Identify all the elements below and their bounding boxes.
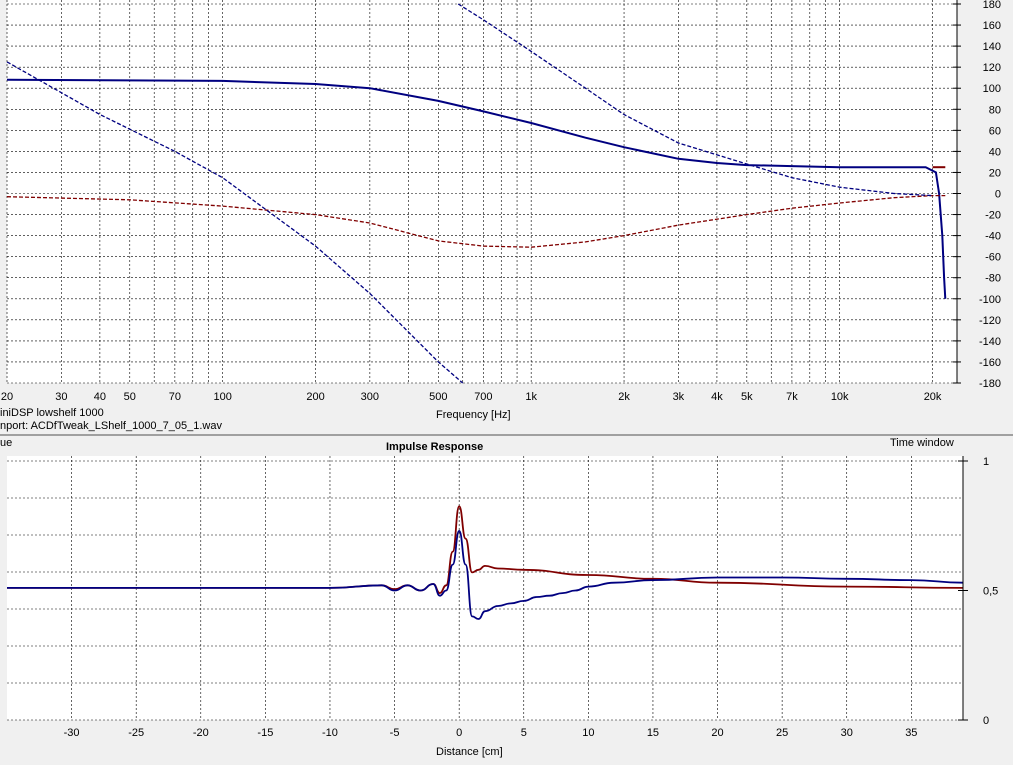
frequency-x-axis-label: Frequency [Hz]	[436, 409, 511, 421]
impulse-x-tick-label: -30	[64, 727, 80, 739]
frequency-y-tick-label: -100	[979, 294, 1001, 306]
frequency-x-tick-label: 300	[361, 391, 379, 403]
impulse-x-tick-label: 10	[582, 727, 594, 739]
frequency-x-tick-label: 20	[1, 391, 13, 403]
frequency-series-2	[6, 194, 946, 248]
frequency-x-tick-label: 100	[213, 391, 231, 403]
impulse-x-tick-label: -10	[322, 727, 338, 739]
impulse-x-axis-label: Distance [cm]	[436, 746, 503, 758]
impulse-x-tick-labels: -30 -25 -20 -15 -10 -5 0 5 10 15 20 25 30 35	[64, 727, 918, 739]
measurement-info-line-1: iniDSP lowshelf 1000	[0, 407, 104, 419]
frequency-y-tick-label: 180	[983, 0, 1001, 11]
frequency-x-tick-label: 5k	[741, 391, 753, 403]
frequency-x-tick-label: 500	[429, 391, 447, 403]
panel-divider[interactable]	[0, 434, 1013, 436]
frequency-x-tick-label: 10k	[831, 391, 849, 403]
impulse-response-chart: -30 -25 -20 -15 -10 -5 0 5 10 15 20 25 30 35 10,50	[7, 456, 998, 739]
frequency-series-3	[6, 61, 464, 384]
frequency-plot-area	[7, 0, 957, 383]
frequency-x-tick-label: 70	[169, 391, 181, 403]
frequency-series-0	[6, 78, 947, 299]
frequency-y-tick-label: 160	[983, 20, 1001, 32]
impulse-series-1	[7, 529, 964, 620]
impulse-x-tick-label: 15	[647, 727, 659, 739]
frequency-y-tick-label: -40	[985, 231, 1001, 243]
impulse-x-tick-label: 25	[776, 727, 788, 739]
frequency-y-tick-label: -160	[979, 357, 1001, 369]
frequency-response-chart: 20 30 40 50 70 100 200 300 500 700 1k 2k 3k 4k 5k 7k 10k…	[1, 0, 1001, 403]
frequency-y-tick-label: 0	[995, 189, 1001, 201]
frequency-y-tick-label: 40	[989, 146, 1001, 158]
frequency-y-tick-label: -120	[979, 315, 1001, 327]
frequency-x-tick-label: 30	[55, 391, 67, 403]
frequency-x-tick-label: 7k	[786, 391, 798, 403]
frequency-x-tick-label: 4k	[711, 391, 723, 403]
impulse-x-tick-label: -5	[390, 727, 400, 739]
frequency-x-tick-label: 3k	[673, 391, 685, 403]
impulse-x-tick-label: 0	[456, 727, 462, 739]
frequency-x-tick-label: 2k	[618, 391, 630, 403]
time-window-label[interactable]: Time window	[890, 437, 954, 449]
impulse-series	[7, 505, 964, 620]
frequency-y-tick-label: 20	[989, 167, 1001, 179]
frequency-series	[6, 3, 947, 384]
frequency-y-tick-label: -80	[985, 273, 1001, 285]
frequency-x-tick-label: 50	[124, 391, 136, 403]
frequency-x-tick-label: 1k	[525, 391, 537, 403]
frequency-x-tick-label: 20k	[924, 391, 942, 403]
frequency-y-tick-label: 80	[989, 104, 1001, 116]
frequency-series-4	[457, 3, 933, 197]
frequency-x-tick-labels: 20 30 40 50 70 100 200 300 500 700 1k 2k 3k 4k 5k 7k 10k…	[1, 391, 942, 403]
impulse-x-tick-label: -25	[128, 727, 144, 739]
frequency-y-tick-label: -180	[979, 378, 1001, 390]
impulse-x-tick-label: 30	[841, 727, 853, 739]
frequency-y-tick-label: 140	[983, 41, 1001, 53]
frequency-y-tick-label: 120	[983, 62, 1001, 74]
impulse-chart-title: Impulse Response	[386, 441, 484, 453]
bottom-left-label: ue	[0, 437, 13, 449]
impulse-y-tick-label: 0	[983, 715, 989, 727]
frequency-x-tick-label: 40	[94, 391, 106, 403]
frequency-y-tick-label: 100	[983, 83, 1001, 95]
frequency-y-tick-label: 60	[989, 125, 1001, 137]
impulse-y-tick-label: 0,5	[983, 586, 998, 598]
impulse-y-tick-labels: 10,50	[983, 456, 998, 727]
frequency-x-tick-label: 700	[474, 391, 492, 403]
frequency-y-tick-label: -20	[985, 210, 1001, 222]
impulse-x-tick-label: -15	[257, 727, 273, 739]
impulse-x-tick-label: 5	[521, 727, 527, 739]
frequency-x-tick-label: 200	[306, 391, 324, 403]
impulse-series-0	[7, 505, 964, 595]
impulse-x-tick-label: -20	[193, 727, 209, 739]
frequency-y-tick-labels: 180 160 140 120 100 80 60 40 20 0 -20 -40 -60 -80 -100…	[979, 0, 1001, 390]
impulse-x-tick-label: 35	[905, 727, 917, 739]
frequency-y-tick-label: -60	[985, 252, 1001, 264]
impulse-x-tick-label: 20	[711, 727, 723, 739]
frequency-y-tick-label: -140	[979, 336, 1001, 348]
measurement-info-line-2: nport: ACDfTweak_LShelf_1000_7_05_1.wav	[0, 420, 222, 432]
impulse-y-tick-label: 1	[983, 456, 989, 468]
